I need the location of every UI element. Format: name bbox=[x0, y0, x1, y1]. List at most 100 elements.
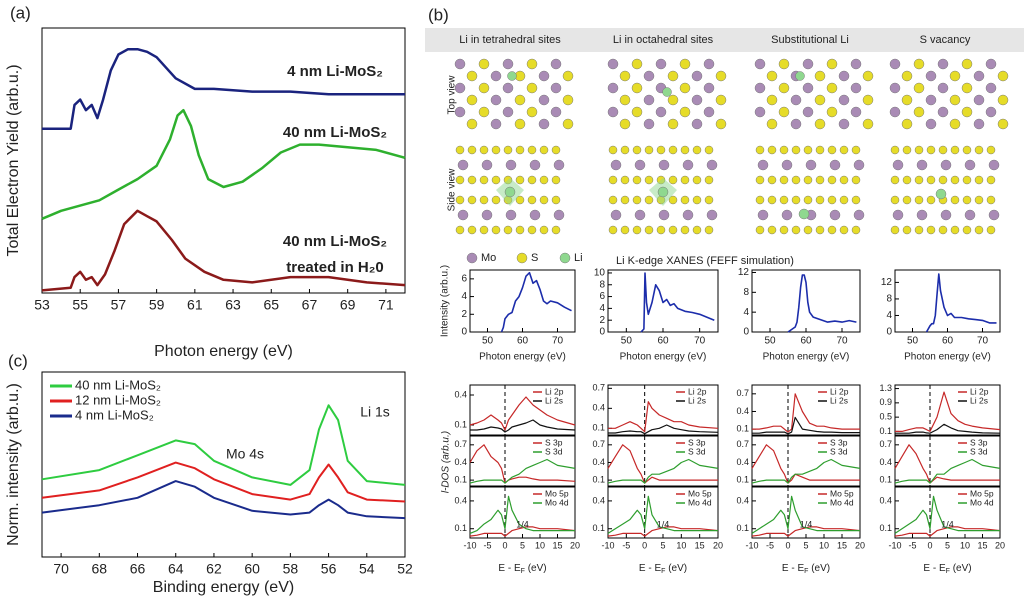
atom bbox=[680, 195, 690, 205]
axes-frame bbox=[41, 27, 406, 294]
y-tick-label: 8 bbox=[886, 294, 892, 305]
atom bbox=[902, 175, 912, 185]
atom bbox=[503, 145, 513, 155]
atom bbox=[997, 94, 1009, 106]
atom bbox=[529, 209, 541, 221]
atom bbox=[644, 195, 654, 205]
atom bbox=[974, 225, 984, 235]
atom bbox=[715, 118, 727, 130]
legend-label: S 3d bbox=[970, 446, 988, 456]
x-axis-label-part: (eV) bbox=[665, 563, 687, 574]
atom bbox=[553, 209, 565, 221]
atom bbox=[631, 58, 643, 70]
axes-frame bbox=[751, 435, 861, 487]
atom bbox=[706, 209, 718, 221]
atom bbox=[778, 82, 790, 94]
legend-label: 40 nm Li-MoS₂ bbox=[75, 377, 161, 392]
atom bbox=[466, 94, 478, 106]
atom bbox=[938, 225, 948, 235]
atom bbox=[656, 145, 666, 155]
atom bbox=[826, 106, 838, 118]
atom bbox=[632, 195, 642, 205]
atom bbox=[779, 175, 789, 185]
x-tick-label: 5 bbox=[520, 540, 525, 550]
annotation: 1/4 bbox=[941, 519, 954, 529]
atom bbox=[551, 195, 561, 205]
atom bbox=[913, 82, 925, 94]
atom bbox=[704, 175, 714, 185]
atom bbox=[502, 106, 514, 118]
atom bbox=[455, 145, 465, 155]
atom bbox=[889, 58, 901, 70]
x-tick-label: 67 bbox=[302, 296, 318, 312]
x-tick-label: 15 bbox=[695, 540, 705, 550]
x-axis-label: E - EF (eV) bbox=[923, 563, 971, 576]
atom bbox=[715, 70, 727, 82]
x-axis-label-part: E - E bbox=[923, 563, 946, 574]
x-tick-label: 0 bbox=[785, 540, 790, 550]
atom bbox=[914, 145, 924, 155]
atom bbox=[902, 145, 912, 155]
atom bbox=[814, 70, 826, 82]
atom bbox=[704, 225, 714, 235]
x-tick-label: 61 bbox=[187, 296, 203, 312]
panel-label: (b) bbox=[428, 5, 449, 24]
x-axis-label: E - EF (eV) bbox=[498, 563, 546, 576]
axes-frame bbox=[894, 269, 1001, 333]
atom bbox=[961, 82, 973, 94]
atom bbox=[802, 106, 814, 118]
x-tick-label: 0 bbox=[927, 540, 932, 550]
atom bbox=[827, 225, 837, 235]
x-tick-label: 66 bbox=[130, 560, 146, 576]
axes-frame bbox=[894, 435, 1001, 487]
legend-label: Li 2p bbox=[970, 386, 989, 396]
atom bbox=[779, 145, 789, 155]
atom bbox=[502, 58, 514, 70]
y-tick-label: 0.1 bbox=[879, 474, 892, 484]
atom bbox=[703, 58, 715, 70]
atom bbox=[754, 82, 766, 94]
x-tick-label: 50 bbox=[764, 336, 776, 347]
atom bbox=[692, 175, 702, 185]
x-axis-label-part: F bbox=[946, 568, 950, 575]
y-tick-label: 0 bbox=[886, 327, 892, 338]
y-tick-label: 0.1 bbox=[736, 474, 749, 484]
atom bbox=[961, 58, 973, 70]
atom bbox=[550, 106, 562, 118]
series-line bbox=[607, 495, 718, 534]
x-tick-label: 52 bbox=[397, 560, 413, 576]
atom bbox=[949, 118, 961, 130]
atom bbox=[950, 175, 960, 185]
atom bbox=[644, 175, 654, 185]
atom bbox=[802, 58, 814, 70]
atom bbox=[853, 209, 865, 221]
annotation: 40 nm Li-MoS₂ bbox=[283, 124, 387, 141]
atom bbox=[481, 159, 493, 171]
atom bbox=[507, 71, 517, 81]
y-tick-label: 8 bbox=[599, 279, 605, 290]
atom bbox=[815, 145, 825, 155]
annotation: treated in H₂0 bbox=[286, 259, 384, 276]
atom bbox=[791, 175, 801, 185]
atom bbox=[937, 106, 949, 118]
atom bbox=[668, 225, 678, 235]
atom bbox=[790, 94, 802, 106]
x-axis-label: Photon energy (eV) bbox=[620, 352, 707, 363]
series-line bbox=[787, 274, 857, 333]
atom bbox=[938, 175, 948, 185]
y-tick-label: 8 bbox=[743, 287, 749, 298]
x-tick-label: 55 bbox=[72, 296, 88, 312]
atom bbox=[986, 195, 996, 205]
column-title: Li in octahedral sites bbox=[613, 34, 714, 46]
atom bbox=[457, 159, 469, 171]
atom bbox=[767, 195, 777, 205]
atom bbox=[655, 106, 667, 118]
x-tick-label: 15 bbox=[552, 540, 562, 550]
atom bbox=[503, 225, 513, 235]
y-tick-label: 0 bbox=[599, 327, 605, 338]
atom bbox=[515, 175, 525, 185]
atom bbox=[682, 209, 694, 221]
series-line bbox=[894, 444, 1000, 484]
atom bbox=[767, 175, 777, 185]
legend-label: Mo 4d bbox=[688, 497, 712, 507]
